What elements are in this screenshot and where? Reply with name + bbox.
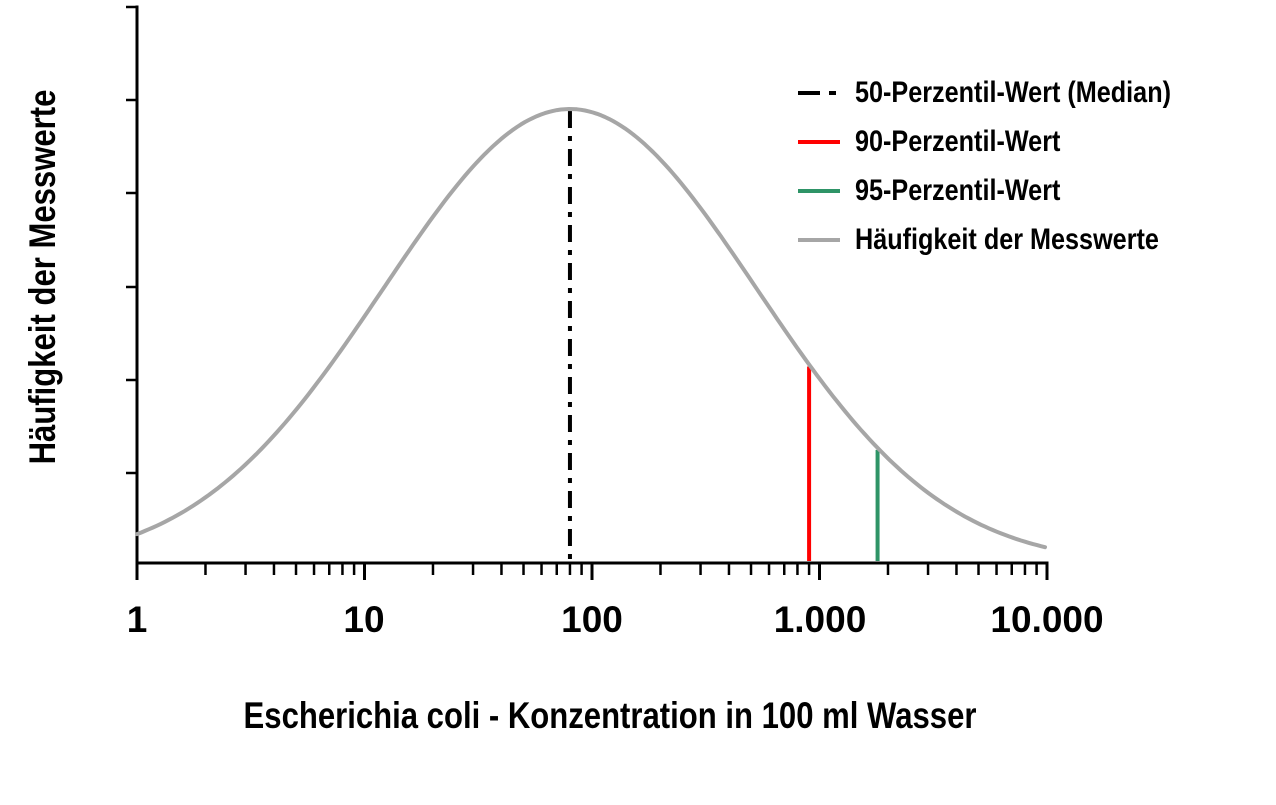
x-tick-label-10000: 10.000 — [990, 599, 1104, 640]
y-axis-title: Häufigkeit der Messwerte — [22, 54, 64, 500]
legend-item-p95: 95-Perzentil-Wert — [796, 166, 1231, 215]
legend-line-sample-median — [798, 90, 840, 95]
legend-line-sample-frequency — [798, 237, 840, 242]
frequency-curve — [135, 107, 1047, 550]
x-tick-label-10: 10 — [343, 599, 385, 640]
legend-line-sample-p95 — [798, 188, 840, 193]
legend: 50-Perzentil-Wert (Median) 90-Perzentil-… — [796, 68, 1231, 264]
legend-label-frequency: Häufigkeit der Messwerte — [855, 222, 1159, 256]
x-tick-label-100: 100 — [561, 599, 623, 640]
legend-item-frequency-curve: Häufigkeit der Messwerte — [796, 215, 1231, 264]
y-axis-title-text: Häufigkeit der Messwerte — [22, 89, 63, 465]
legend-line-sample-p90 — [798, 139, 840, 144]
x-tick-label-1: 1 — [126, 599, 148, 640]
legend-label-median: 50-Perzentil-Wert (Median) — [855, 75, 1171, 109]
legend-label-p95: 95-Perzentil-Wert — [855, 173, 1061, 207]
x-axis-title: Escherichia coli - Konzentration in 100 … — [174, 697, 1047, 734]
legend-item-p90: 90-Perzentil-Wert — [796, 117, 1231, 166]
x-axis-title-text: Escherichia coli - Konzentration in 100 … — [243, 695, 977, 736]
legend-label-p90: 90-Perzentil-Wert — [855, 124, 1061, 158]
x-tick-label-1000: 1.000 — [773, 599, 867, 640]
legend-item-median: 50-Perzentil-Wert (Median) — [796, 68, 1231, 117]
